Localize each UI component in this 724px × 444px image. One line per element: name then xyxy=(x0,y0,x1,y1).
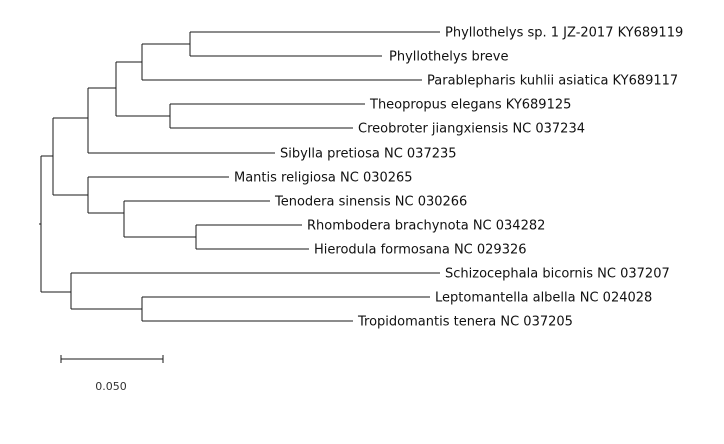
taxon-label: Parablepharis kuhlii asiatica KY689117 xyxy=(427,74,678,89)
taxon-label: Hierodula formosana NC 029326 xyxy=(314,243,527,258)
taxon-label: Theopropus elegans KY689125 xyxy=(369,98,571,113)
taxon-label: Tropidomantis tenera NC 037205 xyxy=(357,315,573,330)
tip-labels: Phyllothelys sp. 1 JZ-2017 KY689119 Phyl… xyxy=(234,26,683,330)
taxon-label: Leptomantella albella NC 024028 xyxy=(435,291,652,306)
taxon-label: Tenodera sinensis NC 030266 xyxy=(274,195,467,210)
taxon-label: Rhombodera brachynota NC 034282 xyxy=(307,219,545,234)
scale-bar: 0.050 xyxy=(60,355,164,393)
taxon-label: Schizocephala bicornis NC 037207 xyxy=(445,267,670,282)
taxon-label: Phyllothelys breve xyxy=(389,50,509,65)
taxon-label: Creobroter jiangxiensis NC 037234 xyxy=(358,122,585,137)
taxon-label: Sibylla pretiosa NC 037235 xyxy=(280,147,457,162)
taxon-label: Mantis religiosa NC 030265 xyxy=(234,171,413,186)
taxon-label: Phyllothelys sp. 1 JZ-2017 KY689119 xyxy=(445,26,683,41)
scale-bar-label: 0.050 xyxy=(95,380,127,393)
tree-branches xyxy=(39,31,440,322)
